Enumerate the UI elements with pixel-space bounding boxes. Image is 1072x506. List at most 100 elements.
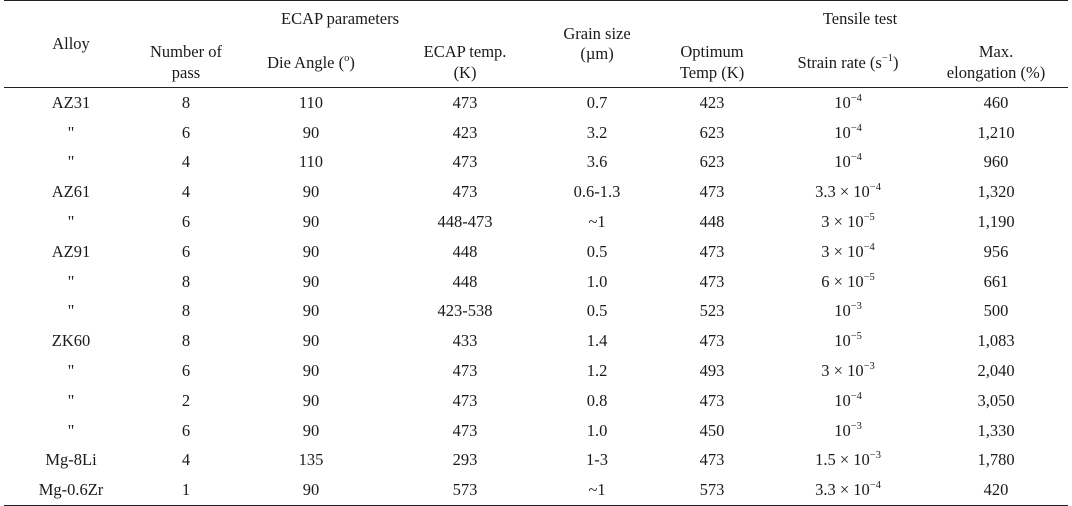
cell-ecap-temp: 473 — [452, 152, 478, 172]
strain-rate-base: 1.5 × 10 — [815, 450, 870, 470]
cell-optimum-temp: 523 — [699, 301, 725, 321]
cell-ecap-temp: 433 — [452, 331, 478, 351]
cell-number-of-pass: 4 — [181, 182, 191, 202]
table-row: AZ91 6 90 448 0.5 473 3 × 10−4 956 — [4, 237, 1068, 267]
cell-grain-size: 0.5 — [586, 301, 608, 321]
cell-optimum-temp: 448 — [699, 212, 725, 232]
cell-optimum-temp: 473 — [699, 390, 725, 410]
cell-ecap-temp: 423 — [452, 122, 478, 142]
ecap-tensile-table: Alloy ECAP parameters Grain size (µm) Te… — [4, 0, 1069, 506]
table-row: ZK60 8 90 433 1.4 473 10−5 1,083 — [4, 326, 1068, 356]
table-body: AZ31 8 110 473 0.7 423 10−4 460 " 6 90 423 3.2 623 10−… — [4, 88, 1069, 506]
strain-rate-base: 3.3 × 10 — [815, 182, 870, 202]
cell-optimum-temp: 623 — [699, 122, 725, 142]
cell-die-angle: 90 — [302, 212, 320, 232]
cell-grain-size: ~1 — [588, 212, 606, 232]
header-die-angle: Die Angle (o) — [234, 37, 388, 88]
cell-alloy: " — [67, 420, 75, 440]
strain-rate-exponent: −3 — [863, 361, 875, 373]
cell-ecap-temp: 473 — [452, 390, 478, 410]
strain-rate-unit-exponent: −1 — [881, 52, 894, 64]
cell-max-elongation: 420 — [924, 475, 1069, 506]
cell-number-of-pass: 8 — [181, 301, 191, 321]
cell-max-elongation: 1,320 — [977, 182, 1015, 202]
cell-number-of-pass: 1 — [138, 475, 234, 506]
cell-die-angle: 90 — [302, 241, 320, 261]
header-max-elongation: Max. elongation (%) — [924, 37, 1069, 88]
cell-grain-size: 0.6-1.3 — [573, 182, 621, 202]
cell-die-angle: 90 — [302, 331, 320, 351]
strain-rate-base: 10 — [834, 122, 851, 142]
cell-ecap-temp: 448 — [452, 241, 478, 261]
cell-max-elongation: 1,083 — [977, 331, 1015, 351]
cell-strain-rate: 10−4 — [772, 386, 924, 416]
degree-superscript: o — [344, 52, 350, 64]
cell-die-angle: 90 — [234, 475, 388, 506]
cell-die-angle: 90 — [302, 182, 320, 202]
strain-rate-exponent: −4 — [869, 480, 881, 492]
cell-ecap-temp: 448-473 — [437, 212, 493, 232]
cell-strain-rate: 10−4 — [772, 118, 924, 148]
cell-strain-rate: 10−4 — [772, 148, 924, 178]
header-optimum-temp-line1: Optimum — [680, 42, 744, 61]
cell-max-elongation: 1,780 — [977, 450, 1015, 470]
cell-strain-rate: 3 × 10−3 — [772, 356, 924, 386]
cell-strain-rate: 3 × 10−4 — [772, 237, 924, 267]
table-row: " 8 90 423-538 0.5 523 10−3 500 — [4, 297, 1068, 327]
cell-die-angle: 90 — [302, 390, 320, 410]
strain-rate-base: 10 — [834, 420, 851, 440]
cell-grain-size: 0.5 — [586, 241, 608, 261]
cell-optimum-temp: 473 — [699, 271, 725, 291]
cell-grain-size: 0.8 — [586, 390, 608, 410]
cell-number-of-pass: 8 — [181, 331, 191, 351]
header-grain-size: Grain size (µm) — [542, 0, 653, 88]
cell-die-angle: 90 — [302, 122, 320, 142]
cell-grain-size: 3.6 — [586, 152, 608, 172]
strain-rate-exponent: −3 — [850, 301, 862, 313]
strain-rate-exponent: −4 — [869, 182, 881, 194]
cell-alloy: " — [67, 212, 75, 232]
cell-alloy: " — [67, 390, 75, 410]
cell-number-of-pass: 4 — [181, 152, 191, 172]
cell-strain-rate: 3.3 × 10−4 — [772, 177, 924, 207]
strain-rate-exponent: −5 — [863, 212, 875, 224]
strain-rate-exponent: −3 — [869, 450, 881, 462]
cell-alloy: " — [67, 301, 75, 321]
cell-optimum-temp: 493 — [699, 361, 725, 381]
cell-optimum-temp: 573 — [652, 475, 773, 506]
strain-rate-base: 3 × 10 — [821, 241, 864, 261]
header-max-elongation-line2: elongation (%) — [946, 63, 1046, 82]
table-row: Mg-0.6Zr 1 90 573 ~1 573 3.3 × 10−4 420 — [4, 475, 1069, 506]
header-ecap-parameters: ECAP parameters — [138, 0, 543, 37]
table-row: " 4 110 473 3.6 623 10−4 960 — [4, 148, 1068, 178]
table-row: " 6 90 448-473 ~1 448 3 × 10−5 1,190 — [4, 207, 1068, 237]
header-number-of-pass-line2: pass — [171, 63, 201, 82]
cell-number-of-pass: 6 — [181, 212, 191, 232]
strain-rate-exponent: −5 — [850, 331, 862, 343]
table-row: " 8 90 448 1.0 473 6 × 10−5 661 — [4, 267, 1068, 297]
strain-rate-exponent: −4 — [850, 122, 862, 134]
cell-die-angle: 90 — [302, 271, 320, 291]
cell-alloy: " — [67, 361, 75, 381]
strain-rate-exponent: −3 — [850, 420, 862, 432]
cell-alloy: " — [67, 152, 75, 172]
cell-ecap-temp: 423-538 — [437, 301, 493, 321]
cell-alloy: AZ91 — [51, 241, 91, 261]
cell-ecap-temp: 473 — [452, 182, 478, 202]
header-optimum-temp-line2: Temp (K) — [679, 63, 745, 82]
cell-alloy: Mg-8Li — [45, 450, 97, 470]
header-strain-rate: Strain rate (s−1) — [772, 37, 925, 88]
strain-rate-exponent: −4 — [850, 92, 862, 104]
cell-strain-rate: 10−3 — [772, 416, 924, 446]
cell-die-angle: 110 — [298, 152, 324, 172]
cell-ecap-temp: 573 — [388, 475, 543, 506]
cell-number-of-pass: 6 — [181, 361, 191, 381]
strain-rate-base: 10 — [834, 390, 851, 410]
cell-max-elongation: 960 — [983, 152, 1009, 172]
strain-rate-base: 10 — [834, 152, 851, 172]
cell-number-of-pass: 6 — [181, 241, 191, 261]
cell-ecap-temp: 473 — [452, 420, 478, 440]
strain-rate-base: 10 — [834, 92, 851, 112]
cell-number-of-pass: 8 — [181, 92, 191, 112]
table-row: " 2 90 473 0.8 473 10−4 3,050 — [4, 386, 1068, 416]
